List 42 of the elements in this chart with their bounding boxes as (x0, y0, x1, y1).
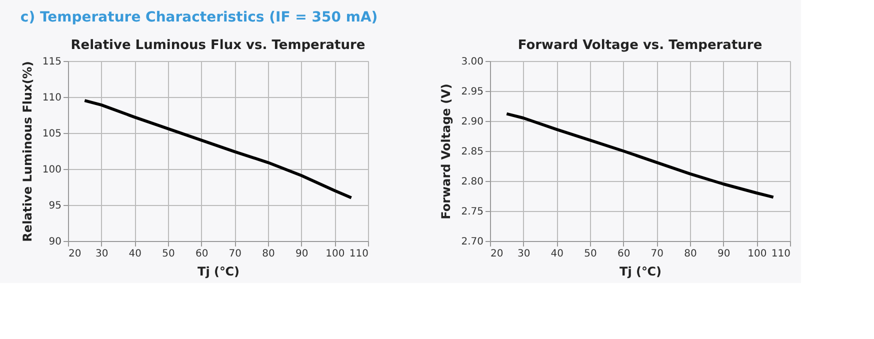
y-tick-label: 2.90 (461, 116, 484, 128)
y-tick-label: 2.95 (461, 86, 484, 98)
y-axis-title: Forward Voltage (V) (439, 84, 454, 220)
x-tick-label: 30 (95, 248, 108, 260)
y-tick-label: 105 (42, 128, 62, 140)
x-tick-label: 20 (68, 248, 82, 260)
y-tick-label: 2.75 (461, 206, 484, 218)
y-tick-label: 2.70 (461, 236, 484, 248)
y-tick-label: 3.00 (461, 56, 484, 68)
chart-title: Relative Luminous Flux vs. Temperature (70, 38, 366, 53)
x-tick-label: 90 (717, 248, 730, 260)
x-tick-label: 80 (684, 248, 697, 260)
line-series (83, 99, 353, 200)
x-tick-label: 80 (262, 248, 275, 260)
text: c) Temperature Characteristics (IF = 350 mA) (20, 10, 378, 26)
y-tick-label: 90 (48, 236, 62, 248)
x-tick-label: 90 (295, 248, 308, 260)
x-tick-label: 50 (162, 248, 175, 260)
x-tick-label: 20 (490, 248, 504, 260)
x-tick-label: 100 (326, 248, 345, 260)
y-tick-label: 110 (42, 92, 62, 104)
x-axis-title: Tj (℃) (620, 264, 662, 278)
line-series (505, 112, 775, 199)
y-tick-label: 115 (42, 56, 62, 68)
x-tick-label: 50 (584, 248, 597, 260)
y-tick-label: 95 (48, 200, 62, 212)
x-tick-label: 40 (128, 248, 142, 260)
y-axis-title: Relative Luminous Flux(%) (20, 61, 34, 242)
x-tick-label: 70 (650, 248, 664, 260)
y-tick-label: 100 (42, 164, 62, 176)
chart-title: Forward Voltage vs. Temperature (518, 38, 762, 53)
x-tick-label: 60 (617, 248, 630, 260)
x-tick-label: 30 (517, 248, 530, 260)
x-axis-title: Tj (℃) (198, 264, 240, 278)
y-tick-label: 2.80 (461, 176, 484, 188)
x-tick-label: 60 (195, 248, 208, 260)
x-tick-label: 110 (771, 248, 790, 260)
x-tick-label: 110 (349, 248, 368, 260)
x-tick-label: 70 (228, 248, 242, 260)
x-tick-label: 100 (748, 248, 767, 260)
y-tick-label: 2.85 (461, 146, 484, 158)
x-tick-label: 40 (550, 248, 564, 260)
